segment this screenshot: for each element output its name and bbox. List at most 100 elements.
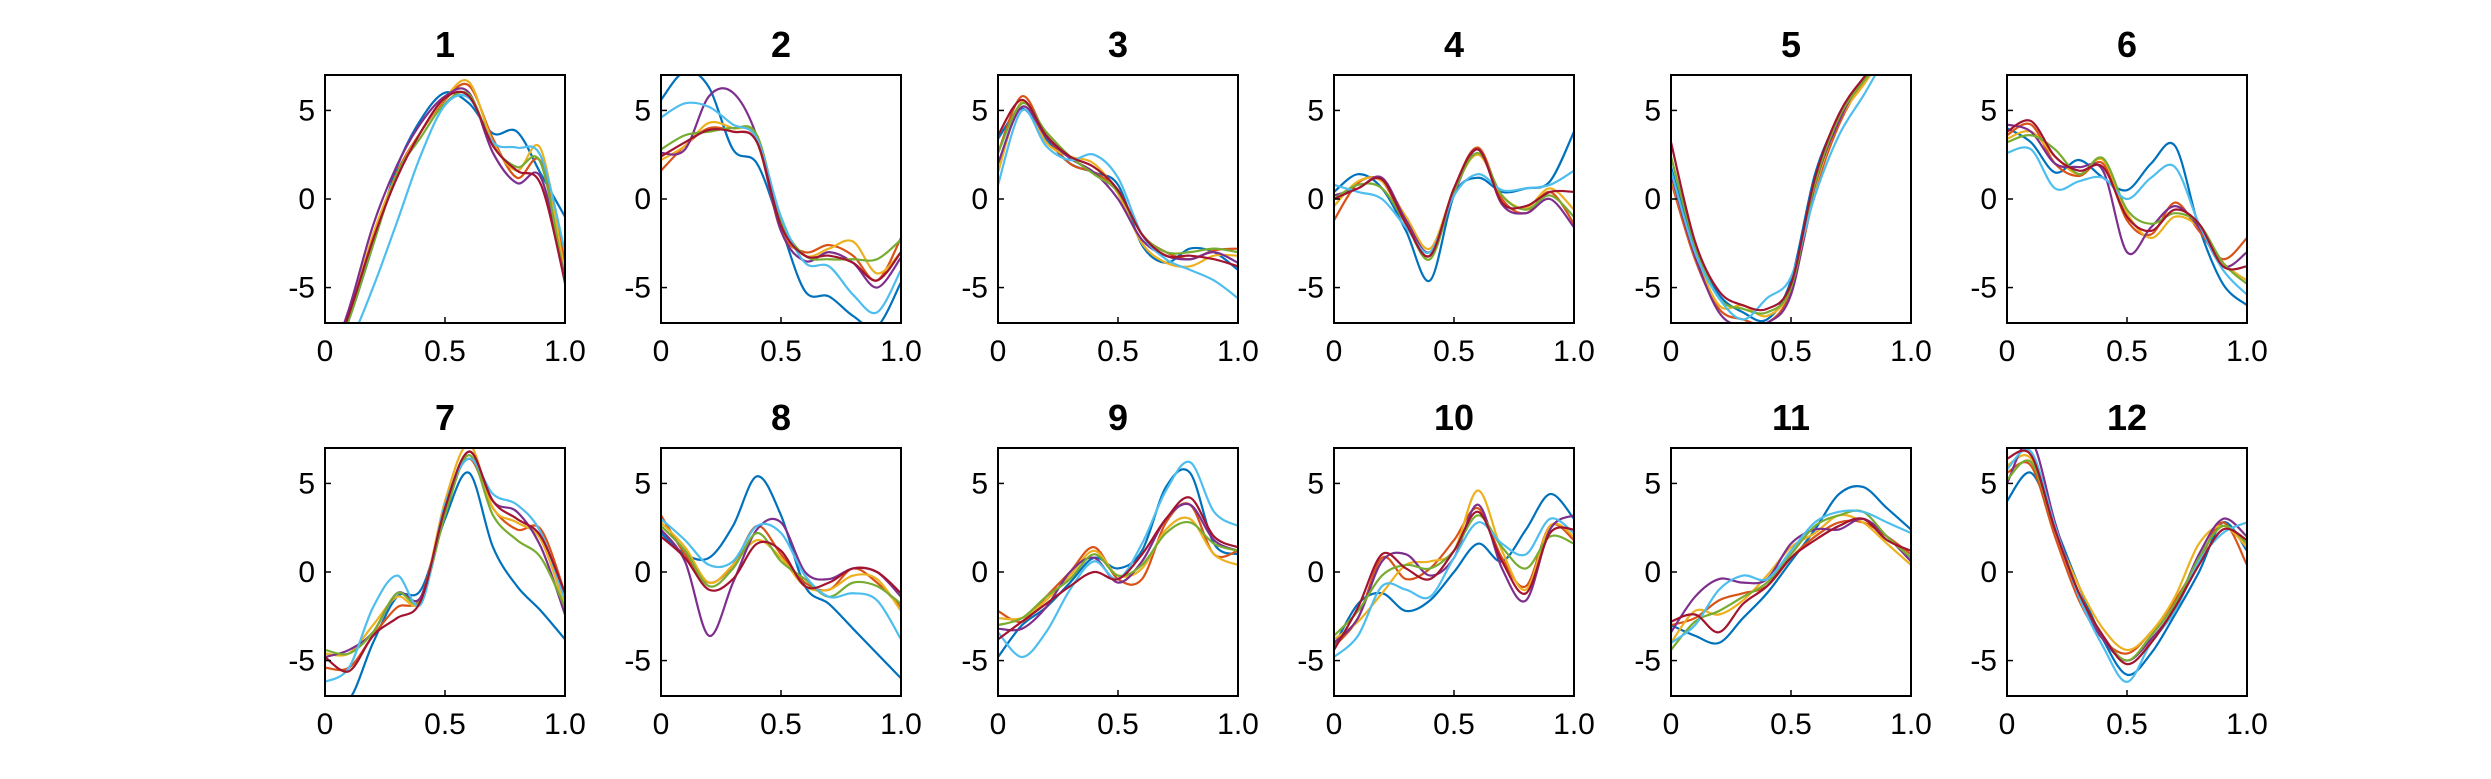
chart-panel: 650-50 0.5 1.0 (1970, 24, 2268, 368)
x-tick-label: 1.0 (1890, 335, 1932, 368)
x-tick-label: 0.5 (760, 335, 802, 368)
y-tick-label: 0 (971, 183, 988, 216)
y-tick-label: 5 (1644, 467, 1661, 500)
series-line (357, 93, 565, 323)
panel-title: 12 (2107, 397, 2147, 438)
x-tick-label: 0.5 (1770, 708, 1812, 741)
x-tick-label: 1.0 (544, 335, 586, 368)
series-line (2007, 127, 2247, 307)
y-tick-label: 5 (634, 94, 651, 127)
y-tick-label: -5 (1634, 645, 1661, 678)
series-group (1671, 75, 1877, 323)
chart-panel: 550-50 0.5 1.0 (1634, 24, 1932, 368)
series-group (2007, 119, 2247, 307)
y-tick-label: 5 (971, 94, 988, 127)
series-group (998, 95, 1238, 300)
series-line (325, 450, 565, 659)
x-tick-label: 1.0 (1217, 335, 1259, 368)
y-tick-label: 5 (298, 467, 315, 500)
series-line (661, 535, 901, 595)
series-line (661, 125, 901, 262)
y-tick-label: -5 (1297, 645, 1324, 678)
panel-title: 6 (2117, 24, 2137, 65)
series-group (1334, 130, 1574, 282)
y-tick-label: 5 (1644, 94, 1661, 127)
x-tick-label: 1.0 (880, 708, 922, 741)
x-tick-label: 0.5 (760, 708, 802, 741)
x-tick-label: 1.0 (1553, 335, 1595, 368)
panel-title: 3 (1108, 24, 1128, 65)
x-tick-label: 1.0 (1553, 708, 1595, 741)
series-line (2007, 448, 2247, 683)
x-tick-label: 0.5 (1433, 335, 1475, 368)
series-line (1671, 517, 1911, 634)
y-tick-label: 5 (298, 94, 315, 127)
panel-title: 4 (1444, 24, 1464, 65)
x-tick-label: 0 (1326, 335, 1343, 368)
series-line (2007, 146, 2247, 296)
series-line (998, 496, 1238, 641)
panel-title: 8 (771, 397, 791, 438)
chart-panel: 350-50 0.5 1.0 (961, 24, 1259, 368)
series-line (1671, 75, 1877, 321)
y-tick-label: 0 (298, 183, 315, 216)
x-tick-label: 0 (1999, 335, 2016, 368)
y-tick-label: 0 (1980, 183, 1997, 216)
y-tick-label: 5 (634, 467, 651, 500)
chart-panel: 950-50 0.5 1.0 (961, 397, 1259, 741)
series-line (2007, 119, 2247, 271)
panel-title: 9 (1108, 397, 1128, 438)
y-tick-label: 5 (971, 467, 988, 500)
series-line (325, 450, 565, 673)
series-group (343, 79, 565, 323)
panel-title: 11 (1772, 397, 1810, 438)
series-line (2007, 471, 2247, 677)
series-line (1334, 148, 1574, 258)
x-tick-label: 0 (653, 335, 670, 368)
chart-panel: 150-50 0.5 1.0 (288, 24, 586, 368)
x-tick-label: 1.0 (2226, 708, 2268, 741)
y-tick-label: 5 (1307, 467, 1324, 500)
x-tick-label: 0.5 (1433, 708, 1475, 741)
series-line (998, 460, 1238, 659)
series-line (1671, 75, 1868, 312)
series-line (661, 128, 901, 282)
series-line (1671, 484, 1911, 645)
chart-panel: 750-50 0.5 1.0 (288, 397, 586, 741)
series-line (1671, 75, 1868, 323)
series-line (346, 90, 565, 323)
series-line (661, 87, 901, 289)
panel-title: 7 (435, 397, 455, 438)
y-tick-label: -5 (1297, 272, 1324, 305)
x-tick-label: 0 (1663, 335, 1680, 368)
axes-frame (324, 447, 566, 697)
panel-title: 5 (1781, 24, 1801, 65)
x-tick-label: 0.5 (2106, 335, 2148, 368)
x-tick-label: 0 (653, 708, 670, 741)
series-line (345, 79, 565, 323)
panel-title: 10 (1434, 397, 1474, 438)
x-tick-label: 0 (1999, 708, 2016, 741)
y-tick-label: 0 (1980, 556, 1997, 589)
x-tick-label: 0.5 (424, 335, 466, 368)
x-tick-label: 0 (990, 335, 1007, 368)
x-tick-label: 0 (317, 335, 334, 368)
y-tick-label: -5 (961, 645, 988, 678)
x-tick-label: 0.5 (1097, 708, 1139, 741)
series-group (1334, 489, 1574, 659)
series-line (2007, 449, 2247, 666)
series-line (1334, 503, 1574, 644)
series-line (998, 98, 1238, 268)
y-tick-label: 0 (634, 183, 651, 216)
series-line (346, 91, 565, 323)
series-line (1334, 151, 1574, 261)
series-line (1334, 130, 1574, 282)
series-line (344, 90, 565, 323)
series-line (661, 120, 901, 275)
panel-title: 1 (435, 24, 455, 65)
series-line (661, 521, 901, 613)
series-line (325, 457, 565, 683)
